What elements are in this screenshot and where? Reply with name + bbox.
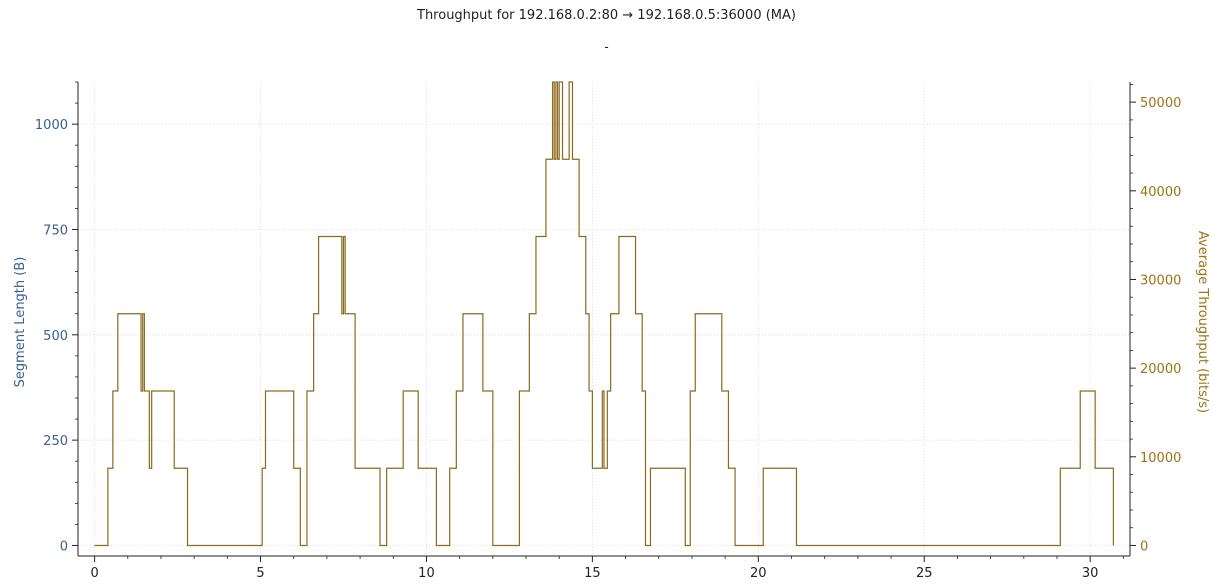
x-tick-label: 10 [418, 566, 435, 581]
y-tick-label: 500 [43, 329, 68, 344]
y-tick-label: 750 [43, 223, 68, 238]
x-tick-label: 30 [1082, 566, 1099, 581]
series-layer [94, 81, 1115, 547]
grid-layer [78, 82, 1130, 556]
chart-subtitle: - [604, 40, 609, 54]
y2-tick-label: 40000 [1140, 185, 1181, 200]
y2-tick-label: 10000 [1140, 451, 1181, 466]
x-tick-label: 5 [256, 566, 264, 581]
x-tick-label: 25 [916, 566, 933, 581]
y2-tick-label: 50000 [1140, 96, 1181, 111]
y-tick-label: 1000 [35, 118, 68, 133]
x-tick-label: 0 [90, 566, 98, 581]
y-tick-label: 0 [60, 539, 68, 554]
x-tick-label: 15 [584, 566, 601, 581]
x-tick-label: 20 [750, 566, 767, 581]
throughput-series-line [94, 81, 1115, 547]
axes-layer: 0 5 10 15 20 25 300250500750100001000020000300… [35, 81, 1181, 581]
y2-tick-label: 30000 [1140, 273, 1181, 288]
y2-axis-title: Average Throughput (bits/s) [1195, 231, 1210, 413]
y2-tick-label: 0 [1140, 539, 1148, 554]
y2-tick-label: 20000 [1140, 362, 1181, 377]
y-axis-title: Segment Length (B) [13, 257, 28, 388]
chart-title: Throughput for 192.168.0.2:80 → 192.168.… [417, 8, 796, 23]
y-tick-label: 250 [43, 434, 68, 449]
